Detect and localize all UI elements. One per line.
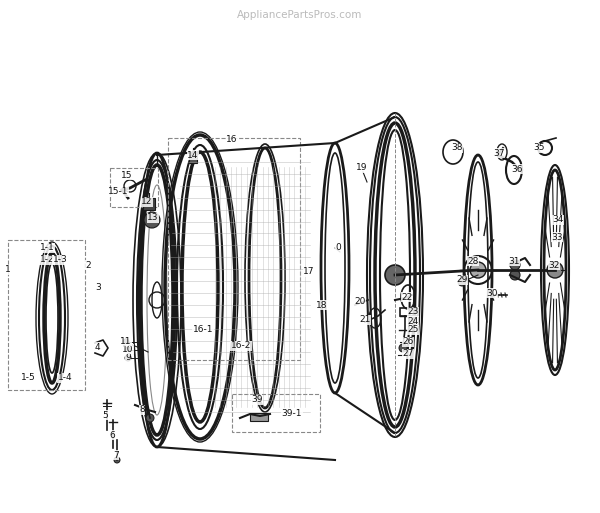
Text: 39: 39 [251,396,263,404]
Text: 15: 15 [121,170,133,180]
Text: 2: 2 [85,261,91,269]
Circle shape [144,212,160,228]
Text: 1-5: 1-5 [20,373,35,383]
Bar [232,394,320,432]
Bar [400,308,418,316]
Text: 32: 32 [548,261,560,269]
Text: 26: 26 [403,338,413,346]
Circle shape [123,339,129,345]
Text: 1: 1 [5,266,11,274]
Text: 4: 4 [94,343,100,351]
Text: 1-3: 1-3 [53,255,67,265]
Text: 6: 6 [109,430,115,440]
Text: 1-4: 1-4 [58,373,73,383]
Text: 12: 12 [142,198,152,207]
Text: 16-1: 16-1 [193,326,213,334]
Circle shape [125,347,131,353]
Text: 21: 21 [359,315,371,325]
Bar [110,168,158,207]
Text: 14: 14 [187,150,199,160]
Circle shape [470,262,486,278]
Text: 7: 7 [113,450,119,460]
Text: 13: 13 [147,213,159,223]
Text: 29: 29 [457,275,467,285]
Text: 36: 36 [511,165,523,173]
Text: 5: 5 [102,410,108,420]
Text: 37: 37 [493,148,505,157]
Text: 11: 11 [120,337,132,345]
Circle shape [510,260,520,270]
Text: 20: 20 [355,298,365,306]
Circle shape [125,355,131,361]
Text: 8: 8 [139,405,145,415]
Bar [8,240,85,390]
Text: 31: 31 [508,256,520,266]
Text: 38: 38 [451,144,463,152]
Text: 39-1: 39-1 [282,409,302,419]
Text: 1-1: 1-1 [40,244,55,252]
Circle shape [114,457,120,463]
Text: 16: 16 [226,135,238,145]
Text: 9: 9 [125,352,131,362]
Bar [168,138,300,360]
Text: 34: 34 [553,215,563,225]
Text: AppliancePartsPros.com: AppliancePartsPros.com [238,10,362,20]
Text: 3: 3 [95,284,101,292]
Bar [189,155,197,163]
Text: 27: 27 [403,349,413,359]
Bar [250,413,268,421]
Bar [143,198,155,210]
Circle shape [458,278,466,286]
Text: 16-2: 16-2 [231,342,251,350]
Text: 15-1: 15-1 [108,187,128,196]
Text: 0: 0 [335,244,341,252]
Text: 10: 10 [122,345,134,353]
Text: 19: 19 [356,164,368,172]
Circle shape [146,414,154,422]
Circle shape [547,262,563,278]
Circle shape [399,344,407,352]
Text: 17: 17 [303,267,315,277]
Text: 1-2: 1-2 [40,255,55,265]
Text: 23: 23 [407,307,419,317]
Text: 28: 28 [467,256,479,266]
Text: 30: 30 [486,288,498,298]
Text: 25: 25 [407,326,419,334]
Text: 33: 33 [551,232,563,242]
Circle shape [510,270,520,280]
Text: 22: 22 [401,292,413,302]
Circle shape [385,265,405,285]
Text: 18: 18 [316,301,328,309]
Text: 24: 24 [407,317,419,326]
Text: 35: 35 [533,144,545,152]
